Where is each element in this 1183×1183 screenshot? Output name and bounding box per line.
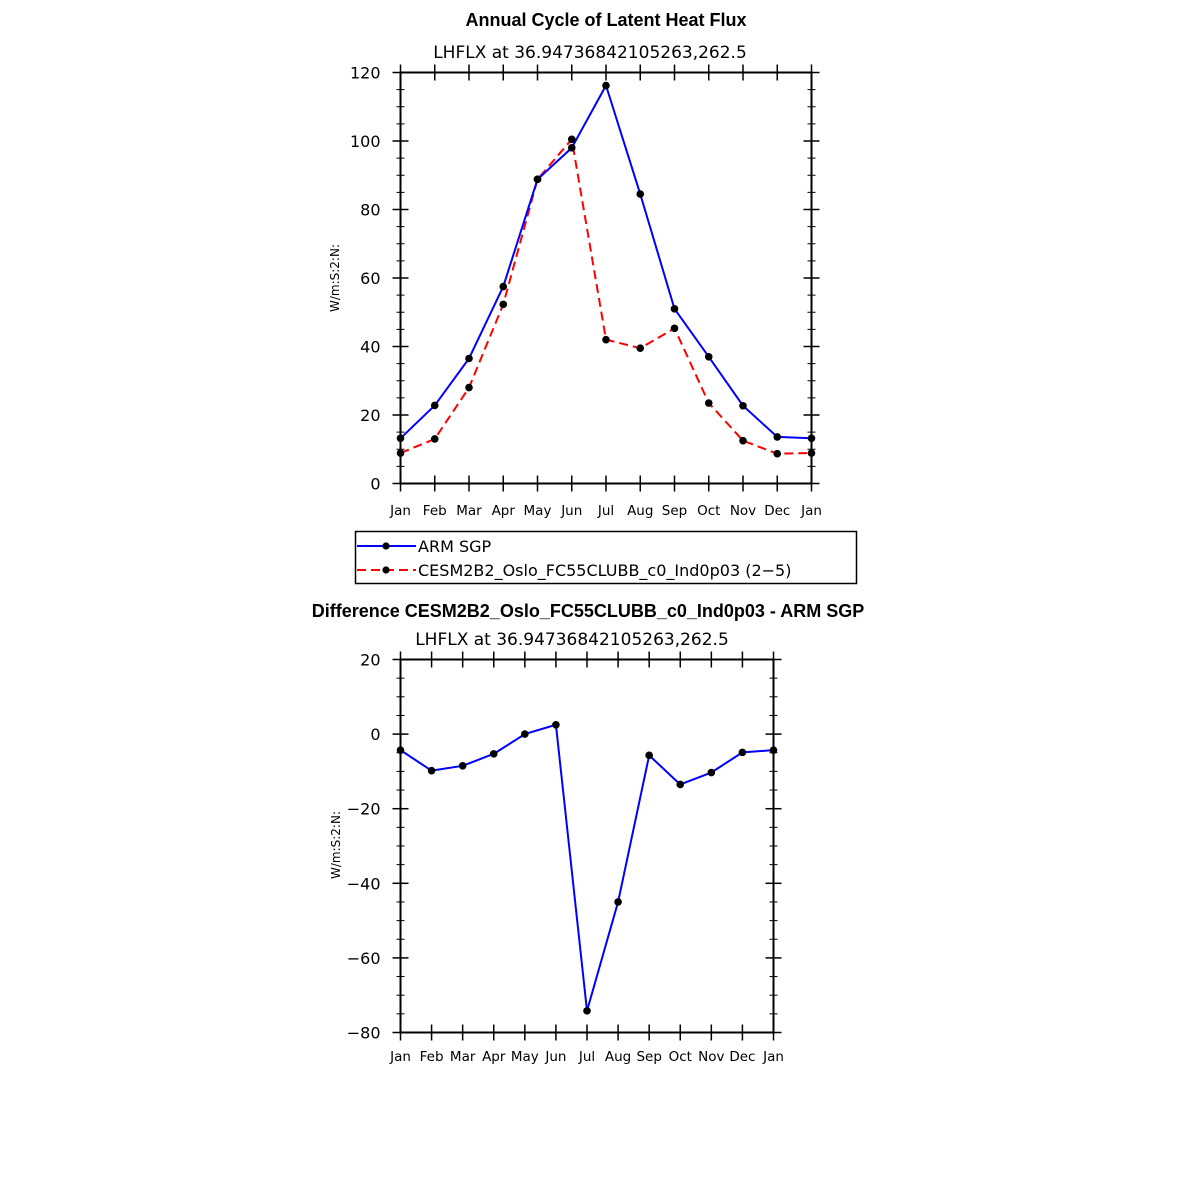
chart1-series-0-point (499, 282, 508, 291)
chart1-series-1-point (773, 449, 782, 458)
chart1-series-0-point (704, 352, 713, 361)
legend-label-arm-sgp: ARM SGP (418, 537, 492, 556)
chart2-series-0-point (769, 746, 778, 754)
chart2-xtick-label: Sep (636, 1049, 661, 1065)
chart2-ytick-label: −40 (347, 874, 381, 893)
chart2-series-0-point (396, 746, 405, 754)
chart2-xtick-label: Dec (729, 1049, 755, 1065)
chart1-series-1-point (739, 436, 747, 445)
chart1-title: Annual Cycle of Latent Heat Flux (465, 10, 746, 30)
chart2-series-0-point (707, 768, 716, 777)
chart1-series-0-point (465, 354, 473, 363)
chart1-series-0-point (739, 401, 747, 410)
chart2-xtick-label: Aug (605, 1049, 631, 1065)
chart2-xtick-label: Jan (762, 1049, 784, 1065)
chart1-legend: ARM SGP CESM2B2_Oslo_FC55CLUBB_c0_Ind0p0… (354, 530, 858, 585)
chart1-series-0-point (430, 401, 439, 410)
chart2-y-axis-label: W/m:S:2:N: (329, 811, 343, 879)
chart1-xtick-label: Mar (456, 503, 482, 519)
chart1-ytick-label: 0 (370, 475, 380, 494)
chart2-ytick-label: 0 (370, 725, 380, 744)
chart2-series-0-point (614, 898, 622, 906)
annual-cycle-chart: Annual Cycle of Latent Heat Flux LHFLX a… (328, 10, 858, 585)
chart1-ytick-label: 80 (360, 201, 380, 220)
chart1-xtick-label: Oct (697, 503, 720, 519)
chart2-series-0-point (676, 780, 685, 789)
chart1-y-axis-label: W/m:S:2:N: (328, 244, 342, 312)
chart1-series-1-point (567, 135, 576, 144)
legend-marker-arm-sgp (382, 542, 390, 550)
chart2-xtick-label: Feb (420, 1049, 444, 1065)
chart1-series-0-point (773, 433, 782, 441)
chart2-series-0-point (458, 762, 467, 770)
chart1-xtick-label: Jan (389, 503, 411, 519)
chart1-series-1-point (396, 449, 405, 457)
chart2-xtick-label: Oct (669, 1049, 692, 1065)
chart2-xtick-label: Mar (450, 1049, 476, 1065)
chart2-series-0-point (645, 751, 653, 760)
chart2-ytick-label: −80 (347, 1024, 381, 1043)
chart2-series-0-point (552, 720, 560, 729)
chart2-xtick-label: May (511, 1049, 539, 1065)
chart1-series-0-point (533, 175, 542, 184)
chart1-series-0-point (567, 144, 576, 152)
chart2-xtick-label: Apr (482, 1049, 506, 1065)
chart1-subtitle: LHFLX at 36.94736842105263,262.5 (433, 43, 747, 63)
chart1-xtick-label: Jun (560, 503, 582, 519)
chart1-series-1-point (465, 383, 473, 392)
chart2-series-0-point (583, 1007, 591, 1015)
chart2-xtick-label: Nov (698, 1049, 724, 1065)
chart1-ytick-label: 20 (360, 406, 380, 425)
chart1-xtick-label: Nov (730, 503, 756, 519)
chart1-ytick-label: 100 (350, 132, 381, 151)
chart1-ytick-label: 60 (360, 269, 380, 288)
chart2-title: Difference CESM2B2_Oslo_FC55CLUBB_c0_Ind… (312, 601, 865, 621)
chart2-xtick-label: Jun (544, 1049, 566, 1065)
chart2-series-0-point (427, 766, 436, 775)
chart1-series-1-point (499, 300, 508, 309)
chart1-xtick-label: Apr (492, 503, 516, 519)
chart1-series-0-point (670, 305, 679, 313)
chart1-xtick-label: Dec (764, 503, 790, 519)
chart2-ytick-label: −60 (347, 949, 381, 968)
chart2-series-0-point (521, 730, 529, 738)
chart1-series-1-point (602, 335, 610, 344)
difference-chart: Difference CESM2B2_Oslo_FC55CLUBB_c0_Ind… (312, 601, 865, 1065)
chart1-xtick-label: Jan (800, 503, 822, 519)
chart1-xtick-label: Aug (627, 503, 653, 519)
chart2-series-0-point (489, 750, 498, 758)
chart1-xtick-label: Jul (597, 503, 614, 519)
chart1-ytick-label: 40 (360, 338, 380, 357)
chart1-series-0-point (636, 190, 645, 198)
chart2-series-0-point (738, 748, 747, 757)
chart2-xtick-label: Jul (578, 1049, 595, 1065)
chart1-series-0-point (396, 434, 405, 443)
legend-marker-cesm (382, 566, 390, 574)
chart1-xtick-label: Sep (662, 503, 687, 519)
chart1-series-1-point (704, 399, 713, 407)
chart1-series-1-point (670, 324, 679, 333)
chart1-series-1-point (636, 344, 645, 353)
chart1-xtick-label: May (524, 503, 552, 519)
legend-box (354, 530, 858, 585)
chart1-xtick-label: Feb (423, 503, 447, 519)
chart1-series-0-point (807, 434, 816, 443)
chart1-series-0-point (602, 81, 610, 90)
chart2-subtitle: LHFLX at 36.94736842105263,262.5 (415, 630, 729, 650)
chart2-ytick-label: 20 (360, 651, 380, 670)
chart1-ytick-label: 120 (350, 64, 381, 83)
chart1-series-1-point (807, 449, 816, 457)
chart2-ytick-label: −20 (347, 800, 381, 819)
chart1-series-1-point (430, 435, 439, 443)
legend-label-cesm: CESM2B2_Oslo_FC55CLUBB_c0_Ind0p03 (2−5) (418, 561, 791, 581)
chart2-xtick-label: Jan (389, 1049, 411, 1065)
